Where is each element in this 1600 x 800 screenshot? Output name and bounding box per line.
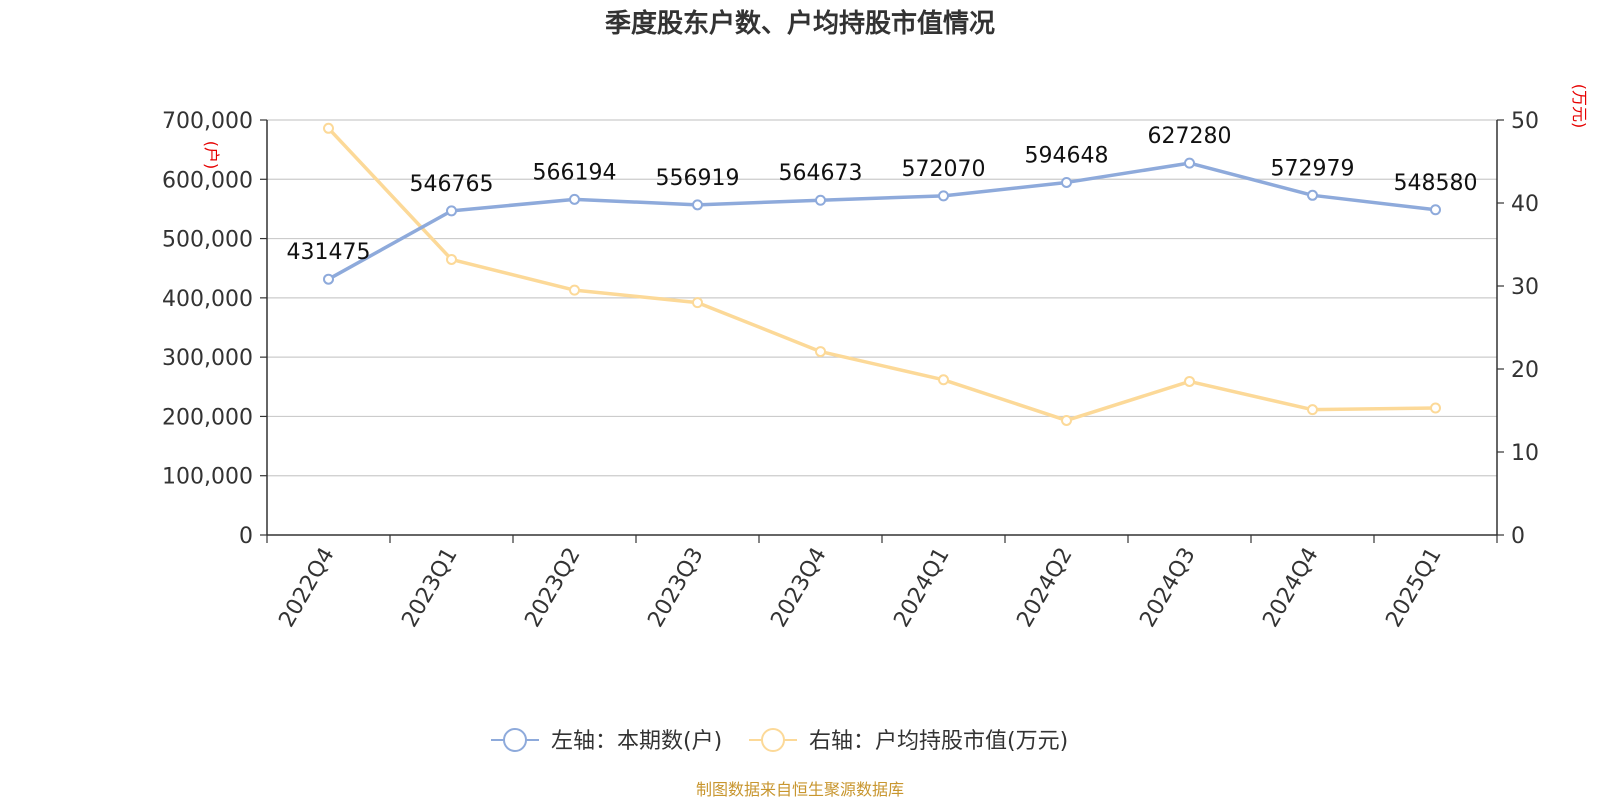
- data-label: 556919: [656, 166, 740, 191]
- grid-lines: [267, 119, 1497, 477]
- y-left-tick-label: 600,000: [162, 168, 253, 193]
- data-point: [938, 374, 949, 386]
- y-left-tick-label: 300,000: [162, 346, 253, 371]
- data-label: 564673: [779, 161, 863, 186]
- data-point: [692, 297, 703, 309]
- y-left-tick-label: 200,000: [162, 405, 253, 430]
- data-point: [938, 190, 949, 202]
- legend-marker: [761, 728, 785, 752]
- data-point: [692, 199, 703, 211]
- data-point: [1307, 404, 1318, 416]
- x-tick-label: 2023Q3: [643, 544, 708, 632]
- y-left-tick-label: 400,000: [162, 287, 253, 312]
- y-left-axis: 0 100,000 200,000 300,000 400,000 500,000 600,…: [162, 109, 267, 549]
- y-right-tick-label: 10: [1511, 441, 1539, 466]
- y-right-tick-label: 0: [1511, 524, 1525, 549]
- data-label: 566194: [533, 160, 617, 185]
- y-left-tick-label: 100,000: [162, 465, 253, 490]
- source-note: 制图数据来自恒生聚源数据库: [696, 780, 904, 799]
- legend: 左轴：本期数(户) 右轴：户均持股市值(万元): [491, 728, 1068, 754]
- x-tick-label: 2023Q1: [397, 544, 462, 632]
- y-right-tick-label: 20: [1511, 358, 1539, 383]
- data-point: [323, 122, 334, 134]
- series-layer: [323, 122, 1441, 426]
- x-tick-label: 2024Q1: [889, 544, 954, 632]
- y-right-unit: (万元): [1570, 84, 1589, 129]
- data-point: [1061, 414, 1072, 426]
- data-point: [1184, 157, 1195, 169]
- data-label: 546765: [410, 172, 494, 197]
- series-line: [327, 161, 1436, 281]
- data-point: [1307, 189, 1318, 201]
- y-right-axis: 0 10 20 30 40 50: [1497, 109, 1539, 549]
- data-point: [323, 273, 334, 285]
- data-label: 594648: [1025, 143, 1109, 168]
- data-point: [569, 284, 580, 296]
- x-tick-label: 2023Q4: [766, 544, 831, 632]
- x-tick-label: 2024Q3: [1135, 544, 1200, 632]
- legend-label: 左轴：本期数(户): [551, 729, 722, 754]
- data-point: [446, 253, 457, 265]
- legend-marker: [503, 728, 527, 752]
- y-right-tick-label: 40: [1511, 192, 1539, 217]
- data-point: [1061, 176, 1072, 188]
- data-point: [1430, 402, 1441, 414]
- data-point: [1184, 375, 1195, 387]
- y-left-unit: (户): [202, 141, 221, 170]
- x-tick-label: 2023Q2: [520, 544, 585, 632]
- data-label: 572070: [902, 157, 986, 182]
- x-axis: 2022Q4 2023Q1 2023Q2 2023Q3 2023Q4 2024Q1 2024…: [266, 535, 1498, 632]
- y-left-tick-label: 700,000: [162, 109, 253, 134]
- y-right-tick-label: 30: [1511, 275, 1539, 300]
- x-tick-label: 2024Q2: [1012, 544, 1077, 632]
- x-tick-label: 2022Q4: [274, 544, 339, 632]
- data-label: 627280: [1148, 124, 1232, 149]
- y-left-tick-label: 500,000: [162, 228, 253, 253]
- data-label: 548580: [1394, 171, 1478, 196]
- legend-label: 右轴：户均持股市值(万元): [809, 729, 1068, 754]
- y-right-tick-label: 50: [1511, 109, 1539, 134]
- data-label: 431475: [287, 240, 371, 265]
- data-point: [569, 193, 580, 205]
- data-point: [1430, 204, 1441, 216]
- data-point: [815, 346, 826, 358]
- data-point: [446, 205, 457, 217]
- data-label: 572979: [1271, 156, 1355, 181]
- data-labels: 431475 546765 566194 556919 564673 572070 5946…: [287, 124, 1478, 265]
- series-line: [327, 127, 1436, 423]
- x-tick-label: 2025Q1: [1381, 544, 1446, 632]
- data-point: [815, 194, 826, 206]
- chart-title: 季度股东户数、户均持股市值情况: [605, 8, 995, 39]
- x-tick-label: 2024Q4: [1258, 544, 1323, 632]
- y-left-tick-label: 0: [239, 524, 253, 549]
